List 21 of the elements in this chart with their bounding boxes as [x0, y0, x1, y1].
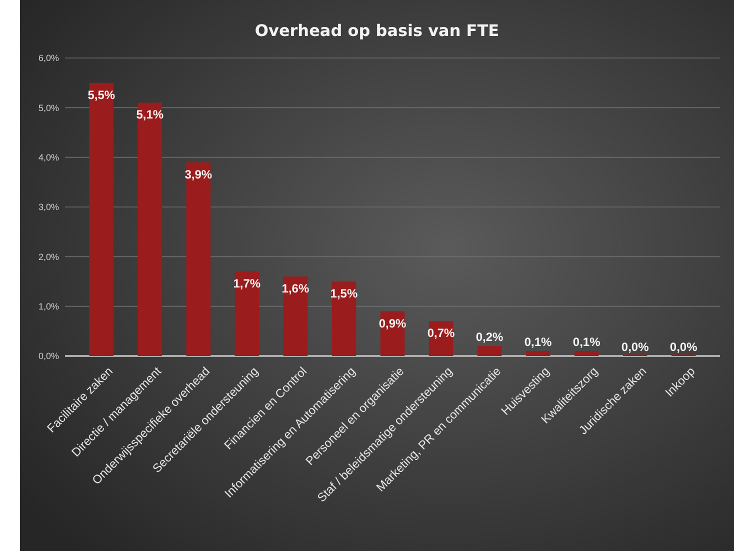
data-label: 5,1% — [136, 108, 164, 122]
data-label: 1,6% — [282, 282, 310, 296]
y-tick-label: 0,0% — [38, 351, 59, 362]
data-label: 1,5% — [330, 286, 358, 300]
chart-title: Overhead op basis van FTE — [254, 21, 500, 40]
data-label: 0,7% — [427, 326, 456, 340]
data-label: 0,2% — [476, 330, 504, 344]
data-label: 0,1% — [524, 335, 552, 350]
y-tick-label: 4,0% — [38, 152, 59, 162]
data-label: 3,9% — [184, 167, 212, 182]
y-tick-label: 1,0% — [38, 301, 59, 312]
data-label: 0,9% — [378, 316, 406, 330]
y-tick-label: 2,0% — [38, 252, 59, 262]
data-label: 0,0% — [670, 340, 698, 354]
data-label: 1,7% — [233, 276, 261, 291]
y-tick-label: 5,0% — [38, 102, 59, 113]
y-tick-label: 6,0% — [38, 53, 59, 64]
data-label: 0,1% — [572, 335, 601, 350]
data-label: 5,5% — [88, 88, 116, 102]
data-label: 0,0% — [621, 340, 650, 354]
y-tick-label: 3,0% — [38, 202, 59, 212]
